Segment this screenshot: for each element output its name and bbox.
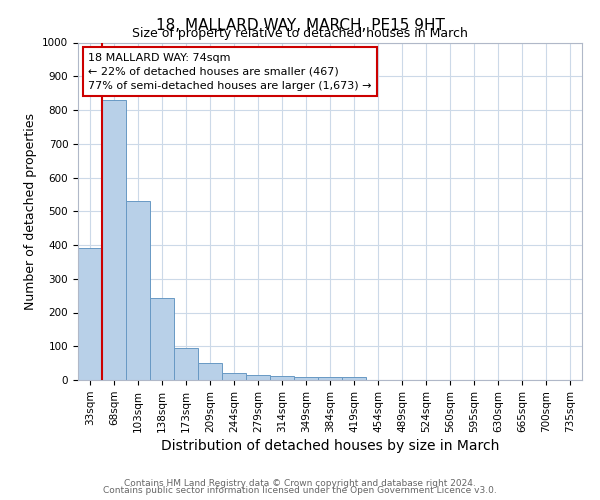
Text: Contains HM Land Registry data © Crown copyright and database right 2024.: Contains HM Land Registry data © Crown c… xyxy=(124,478,476,488)
Bar xyxy=(150,298,174,380)
Bar xyxy=(198,363,222,380)
Bar xyxy=(222,372,246,380)
Bar xyxy=(174,348,198,380)
Bar xyxy=(342,378,366,380)
Bar xyxy=(78,248,102,380)
Bar xyxy=(246,375,270,380)
Text: Contains public sector information licensed under the Open Government Licence v3: Contains public sector information licen… xyxy=(103,486,497,495)
X-axis label: Distribution of detached houses by size in March: Distribution of detached houses by size … xyxy=(161,439,499,453)
Bar xyxy=(126,201,150,380)
Bar xyxy=(270,376,294,380)
Text: Size of property relative to detached houses in March: Size of property relative to detached ho… xyxy=(132,28,468,40)
Text: 18 MALLARD WAY: 74sqm
← 22% of detached houses are smaller (467)
77% of semi-det: 18 MALLARD WAY: 74sqm ← 22% of detached … xyxy=(88,52,371,90)
Bar xyxy=(318,378,342,380)
Bar xyxy=(294,378,318,380)
Y-axis label: Number of detached properties: Number of detached properties xyxy=(23,113,37,310)
Bar xyxy=(102,100,126,380)
Text: 18, MALLARD WAY, MARCH, PE15 9HT: 18, MALLARD WAY, MARCH, PE15 9HT xyxy=(155,18,445,32)
